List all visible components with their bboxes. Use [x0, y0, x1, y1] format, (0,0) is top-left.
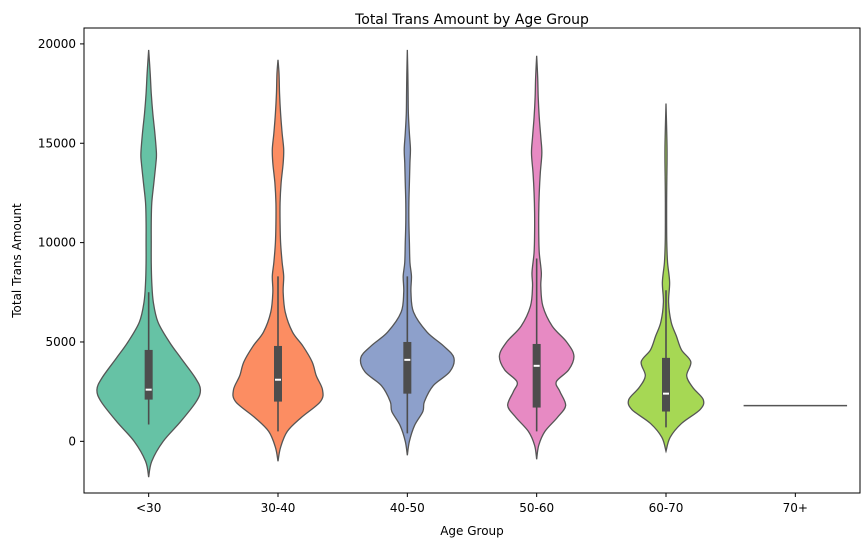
x-tick-label: 50-60 [519, 501, 554, 515]
violin-30 [96, 49, 202, 478]
x-axis-label: Age Group [440, 524, 504, 538]
x-tick-label: 70+ [783, 501, 808, 515]
x-tick-label: 40-50 [390, 501, 425, 515]
iqr-box-5060 [532, 343, 541, 408]
iqr-box-4050 [403, 341, 412, 394]
x-tick-label: <30 [136, 501, 161, 515]
violin-5060 [498, 55, 575, 460]
violin-3040 [232, 59, 324, 462]
iqr-box-3040 [274, 345, 282, 402]
y-tick-label: 15000 [38, 136, 76, 150]
iqr-box-30 [144, 349, 153, 400]
violins-layer [96, 49, 848, 478]
y-axis: 0 5000 10000 15000 20000 [38, 37, 84, 448]
violin-6070 [627, 103, 705, 454]
y-tick-label: 20000 [38, 37, 76, 51]
y-tick-label: 0 [68, 434, 76, 448]
y-tick-label: 10000 [38, 236, 76, 250]
y-tick-label: 5000 [45, 335, 76, 349]
x-axis: <30 30-40 40-50 50-60 60-70 70+ [136, 493, 808, 515]
x-tick-label: 60-70 [649, 501, 684, 515]
y-axis-label: Total Trans Amount [10, 203, 24, 319]
x-tick-label: 30-40 [261, 501, 296, 515]
iqr-box-6070 [662, 357, 670, 412]
violin-4050 [359, 49, 455, 456]
plot-frame [83, 27, 861, 494]
chart-title: Total Trans Amount by Age Group [354, 12, 589, 28]
